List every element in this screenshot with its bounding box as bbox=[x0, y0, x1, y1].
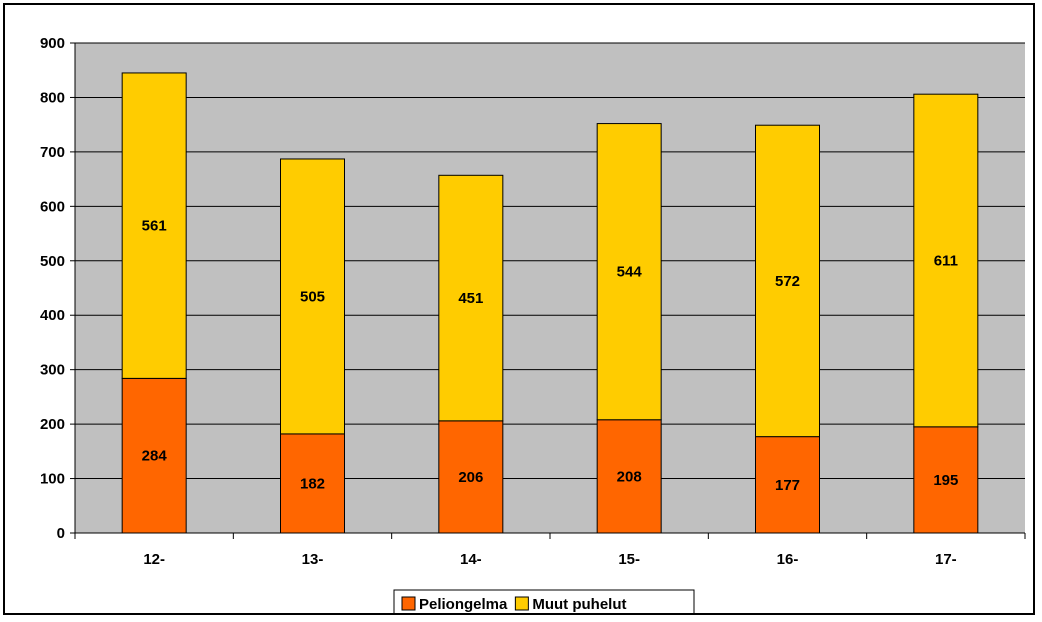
bar-segment bbox=[913, 426, 979, 534]
data-label: 572 bbox=[775, 273, 800, 290]
data-label: 451 bbox=[458, 290, 483, 307]
x-tick-label: 15- bbox=[618, 551, 640, 568]
y-tick-label: 300 bbox=[40, 362, 65, 379]
legend-swatch bbox=[401, 596, 416, 611]
x-tick-label: 17- bbox=[935, 551, 957, 568]
legend: Peliongelma Muut puhelut bbox=[393, 589, 695, 619]
data-label: 195 bbox=[933, 472, 958, 489]
data-label: 544 bbox=[617, 264, 643, 281]
y-tick-label: 900 bbox=[40, 35, 65, 52]
bar-segment bbox=[121, 72, 187, 379]
y-tick-label: 400 bbox=[40, 307, 65, 324]
legend-label: Peliongelma bbox=[419, 596, 508, 613]
legend-label: Muut puhelut bbox=[532, 596, 626, 613]
plot-background bbox=[75, 43, 1025, 533]
data-label: 505 bbox=[300, 288, 325, 305]
data-label: 561 bbox=[142, 218, 167, 235]
plot-area: 0 100 200 300 400 500 600 700 800 900 284 561 12- 182… bbox=[40, 35, 1026, 568]
data-label: 611 bbox=[934, 253, 958, 270]
stacked-bar-chart: 0 100 200 300 400 500 600 700 800 900 284 561 12- 182… bbox=[40, 35, 1026, 619]
bar-segment bbox=[280, 158, 345, 435]
y-tick-label: 100 bbox=[40, 471, 65, 488]
y-tick-label: 0 bbox=[57, 525, 65, 542]
x-tick-label: 12- bbox=[143, 551, 165, 568]
bar-segment bbox=[596, 419, 662, 534]
data-label: 208 bbox=[617, 468, 642, 485]
y-tick-label: 800 bbox=[40, 89, 65, 106]
bar-segment bbox=[913, 93, 979, 428]
x-tick-label: 13- bbox=[302, 551, 324, 568]
data-label: 206 bbox=[458, 469, 483, 486]
y-tick-label: 700 bbox=[40, 144, 65, 161]
bar-segment bbox=[280, 433, 345, 534]
bar-segment bbox=[755, 436, 820, 534]
data-label: 284 bbox=[142, 448, 168, 465]
legend-swatch bbox=[514, 596, 529, 611]
bar-segment bbox=[755, 124, 820, 438]
y-tick-label: 200 bbox=[40, 416, 65, 433]
y-tick-label: 500 bbox=[40, 253, 65, 270]
y-tick-label: 600 bbox=[40, 198, 65, 215]
x-tick-label: 16- bbox=[777, 551, 799, 568]
bar-segment bbox=[438, 420, 504, 534]
bar-segment bbox=[438, 174, 504, 422]
x-tick-label: 14- bbox=[460, 551, 482, 568]
chart-frame: 0 100 200 300 400 500 600 700 800 900 284 561 12- 182… bbox=[3, 3, 1035, 619]
data-label: 177 bbox=[775, 477, 800, 494]
bar-segment bbox=[596, 123, 662, 421]
data-label: 182 bbox=[300, 475, 325, 492]
